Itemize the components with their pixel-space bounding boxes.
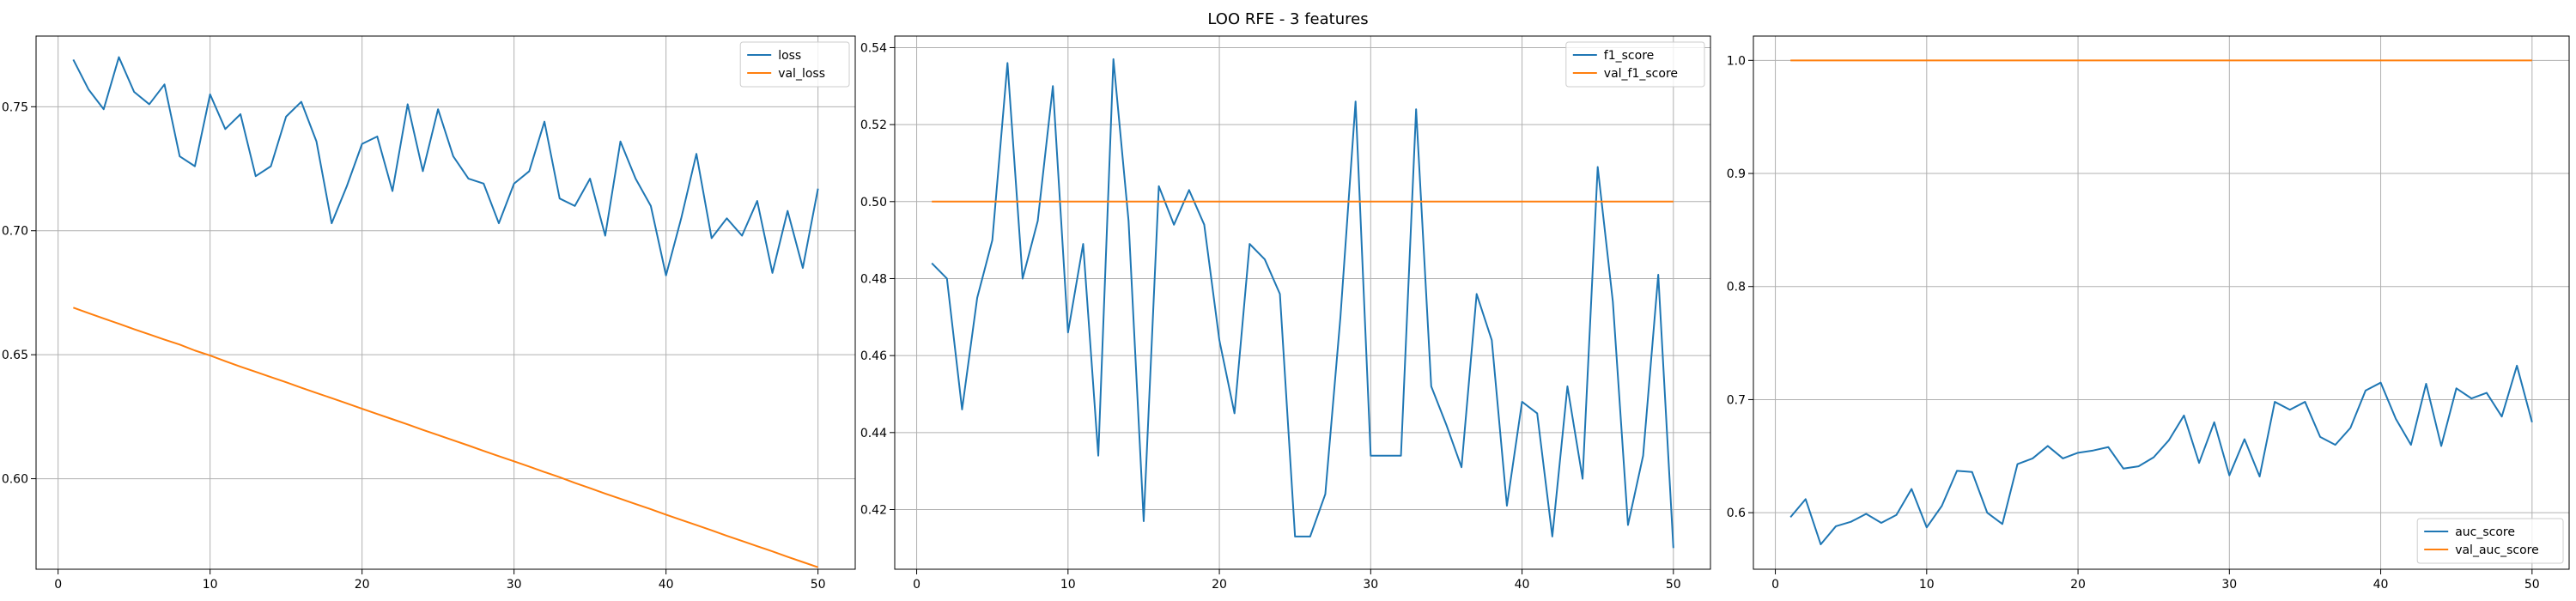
panel-2-ytick-label-0: 0.6 <box>1727 507 1746 520</box>
panel-2-legend-label-auc_score: auc_score <box>2455 525 2515 539</box>
panel-1-axes-frame <box>894 35 1711 570</box>
panel-1-ytick-label-0: 0.42 <box>860 504 887 518</box>
panel-0-xtick-label-2: 20 <box>355 578 370 592</box>
panel-0-ytick-label-0: 0.60 <box>2 473 28 487</box>
panel-0-series-loss <box>72 56 819 276</box>
panel-1-xtick-label-4: 40 <box>1515 578 1530 592</box>
panel-0-legend: loss val_loss <box>739 41 850 88</box>
panel-2-ytick-label-1: 0.7 <box>1727 393 1746 407</box>
panel-1-ytick-label-6: 0.54 <box>860 41 887 55</box>
panel-0-xtick-label-5: 50 <box>811 578 826 592</box>
panel-2-ytick-label-4: 1.0 <box>1727 54 1746 68</box>
f1-score-subplot: 0 10 20 30 40 50 0.42 0.44 0.46 0.48 0.50 0.52 0.54 f… <box>860 35 1711 592</box>
panel-2-xtick-label-2: 20 <box>2070 578 2086 592</box>
panel-0-xtick-label-4: 40 <box>659 578 674 592</box>
auc-score-subplot: 0 10 20 30 40 50 0.6 0.7 0.8 0.9 1.0 auc_score val_a… <box>1727 35 2570 592</box>
panel-2-series-auc_score <box>1789 364 2533 546</box>
panel-1-ytick-label-4: 0.50 <box>860 196 887 209</box>
panel-2-xtick-label-3: 30 <box>2221 578 2237 592</box>
panel-2-xtick-label-5: 50 <box>2524 578 2540 592</box>
loss-subplot: 0 10 20 30 40 50 0.60 0.65 0.70 0.75 loss val_loss <box>2 35 856 592</box>
panel-1-xtick-label-2: 20 <box>1212 578 1227 592</box>
panel-0-ytick-label-3: 0.75 <box>2 100 28 114</box>
panel-0-series-val_loss <box>73 307 818 568</box>
panel-2-legend-label-val_auc_score: val_auc_score <box>2455 543 2539 557</box>
panel-1-series-f1_score <box>931 58 1674 549</box>
panel-0-ytick-label-1: 0.65 <box>2 349 28 362</box>
panel-1-xtick-label-5: 50 <box>1666 578 1681 592</box>
panel-2-legend-frame <box>2416 518 2564 564</box>
panel-1-ytick-label-3: 0.48 <box>860 272 887 286</box>
figure-suptitle: LOO RFE - 3 features <box>1207 10 1368 28</box>
panel-1-xtick-label-0: 0 <box>913 578 920 592</box>
panel-0-xtick-label-3: 30 <box>507 578 522 592</box>
panel-2-axes-frame <box>1753 35 2570 570</box>
panel-1-legend-frame <box>1565 41 1705 88</box>
panel-1-ytick-label-2: 0.46 <box>860 349 887 363</box>
panel-1-legend: f1_score val_f1_score <box>1565 41 1705 88</box>
panel-2-xtick-label-0: 0 <box>1771 578 1779 592</box>
panel-1-xtick-label-3: 30 <box>1363 578 1378 592</box>
panel-1-legend-label-val_f1_score: val_f1_score <box>1604 67 1678 81</box>
panel-0-legend-label-loss: loss <box>778 49 801 63</box>
panel-0-xtick-label-1: 10 <box>203 578 218 592</box>
panel-2-legend: auc_score val_auc_score <box>2416 518 2564 564</box>
panel-2-xtick-label-4: 40 <box>2373 578 2389 592</box>
panel-0-axes-frame <box>35 35 856 570</box>
panel-1-legend-label-f1_score: f1_score <box>1604 49 1654 63</box>
panel-2-ytick-label-2: 0.8 <box>1727 281 1746 294</box>
panel-0-ytick-label-2: 0.70 <box>2 225 28 239</box>
panel-1-xtick-label-1: 10 <box>1060 578 1076 592</box>
panel-2-ytick-label-3: 0.9 <box>1727 167 1746 181</box>
panel-1-ytick-label-1: 0.44 <box>860 427 887 440</box>
panel-0-legend-frame <box>739 41 850 88</box>
panel-1-ytick-label-5: 0.52 <box>860 118 887 132</box>
panel-2-xtick-label-1: 10 <box>1919 578 1935 592</box>
panel-0-xtick-label-0: 0 <box>54 578 62 592</box>
panel-0-legend-label-val_loss: val_loss <box>778 67 825 81</box>
